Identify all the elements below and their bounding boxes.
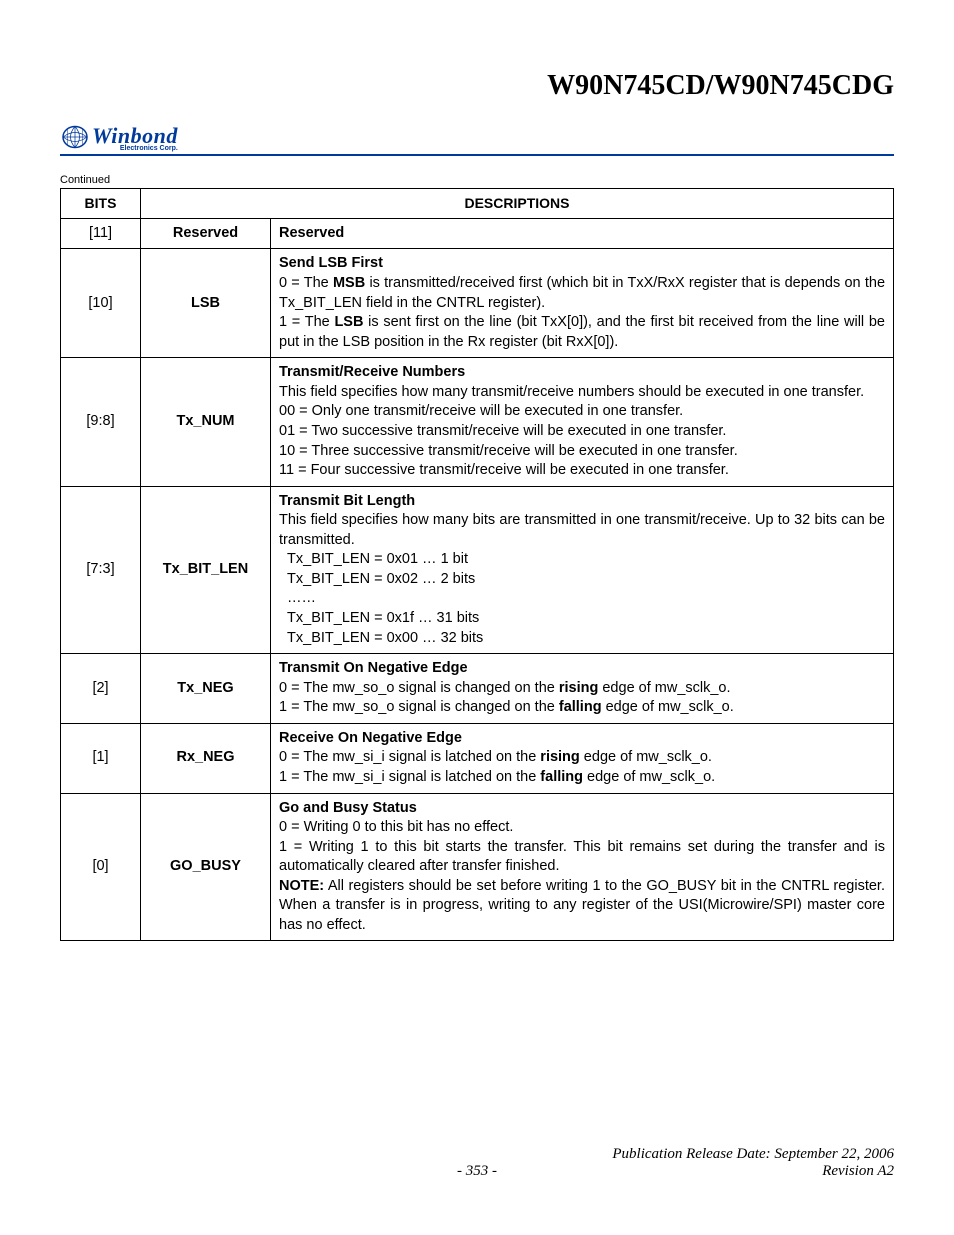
register-bits-table: BITS DESCRIPTIONS [11]ReservedReserved[1…: [60, 188, 894, 941]
table-row: [9:8]Tx_NUMTransmit/Receive NumbersThis …: [61, 358, 894, 486]
logo-company-name: Winbond: [92, 125, 178, 147]
header-divider: [60, 154, 894, 156]
globe-icon: [60, 122, 90, 152]
table-row: [10]LSBSend LSB First0 = The MSB is tran…: [61, 249, 894, 358]
table-row: [0]GO_BUSYGo and Busy Status0 = Writing …: [61, 793, 894, 941]
description-cell: Receive On Negative Edge0 = The mw_si_i …: [271, 723, 894, 793]
field-name-cell: Tx_NEG: [141, 654, 271, 724]
field-name-cell: Tx_NUM: [141, 358, 271, 486]
bits-cell: [9:8]: [61, 358, 141, 486]
bits-cell: [0]: [61, 793, 141, 941]
bits-cell: [1]: [61, 723, 141, 793]
description-cell: Transmit Bit LengthThis field specifies …: [271, 486, 894, 654]
footer-pub-date: Publication Release Date: September 22, …: [60, 1146, 894, 1163]
field-name-cell: Tx_BIT_LEN: [141, 486, 271, 654]
field-name-cell: LSB: [141, 249, 271, 358]
table-row: [7:3]Tx_BIT_LENTransmit Bit LengthThis f…: [61, 486, 894, 654]
description-cell: Go and Busy Status0 = Writing 0 to this …: [271, 793, 894, 941]
footer-page-number: - 353 -: [338, 1163, 616, 1180]
logo-company-suffix: Electronics Corp.: [120, 145, 178, 152]
col-header-bits: BITS: [61, 189, 141, 219]
field-name-cell: Rx_NEG: [141, 723, 271, 793]
logo-text: Winbond Electronics Corp.: [92, 125, 178, 152]
field-name-cell: Reserved: [141, 218, 271, 249]
table-row: [11]ReservedReserved: [61, 218, 894, 249]
page: W90N745CD/W90N745CDG Winbond Electronics…: [0, 0, 954, 1235]
field-name-cell: GO_BUSY: [141, 793, 271, 941]
bits-cell: [2]: [61, 654, 141, 724]
table-header-row: BITS DESCRIPTIONS: [61, 189, 894, 219]
bits-cell: [10]: [61, 249, 141, 358]
bits-cell: [7:3]: [61, 486, 141, 654]
table-row: [2]Tx_NEGTransmit On Negative Edge0 = Th…: [61, 654, 894, 724]
description-cell: Transmit/Receive NumbersThis field speci…: [271, 358, 894, 486]
col-header-descriptions: DESCRIPTIONS: [141, 189, 894, 219]
company-logo: Winbond Electronics Corp.: [60, 122, 894, 152]
description-cell: Reserved: [271, 218, 894, 249]
bits-cell: [11]: [61, 218, 141, 249]
continued-label: Continued: [60, 174, 894, 186]
description-cell: Transmit On Negative Edge0 = The mw_so_o…: [271, 654, 894, 724]
table-row: [1]Rx_NEGReceive On Negative Edge0 = The…: [61, 723, 894, 793]
description-cell: Send LSB First0 = The MSB is transmitted…: [271, 249, 894, 358]
table-body: [11]ReservedReserved[10]LSBSend LSB Firs…: [61, 218, 894, 941]
document-part-number: W90N745CD/W90N745CDG: [60, 70, 894, 102]
footer-revision: Revision A2: [616, 1163, 894, 1180]
page-footer: Publication Release Date: September 22, …: [60, 1146, 894, 1180]
